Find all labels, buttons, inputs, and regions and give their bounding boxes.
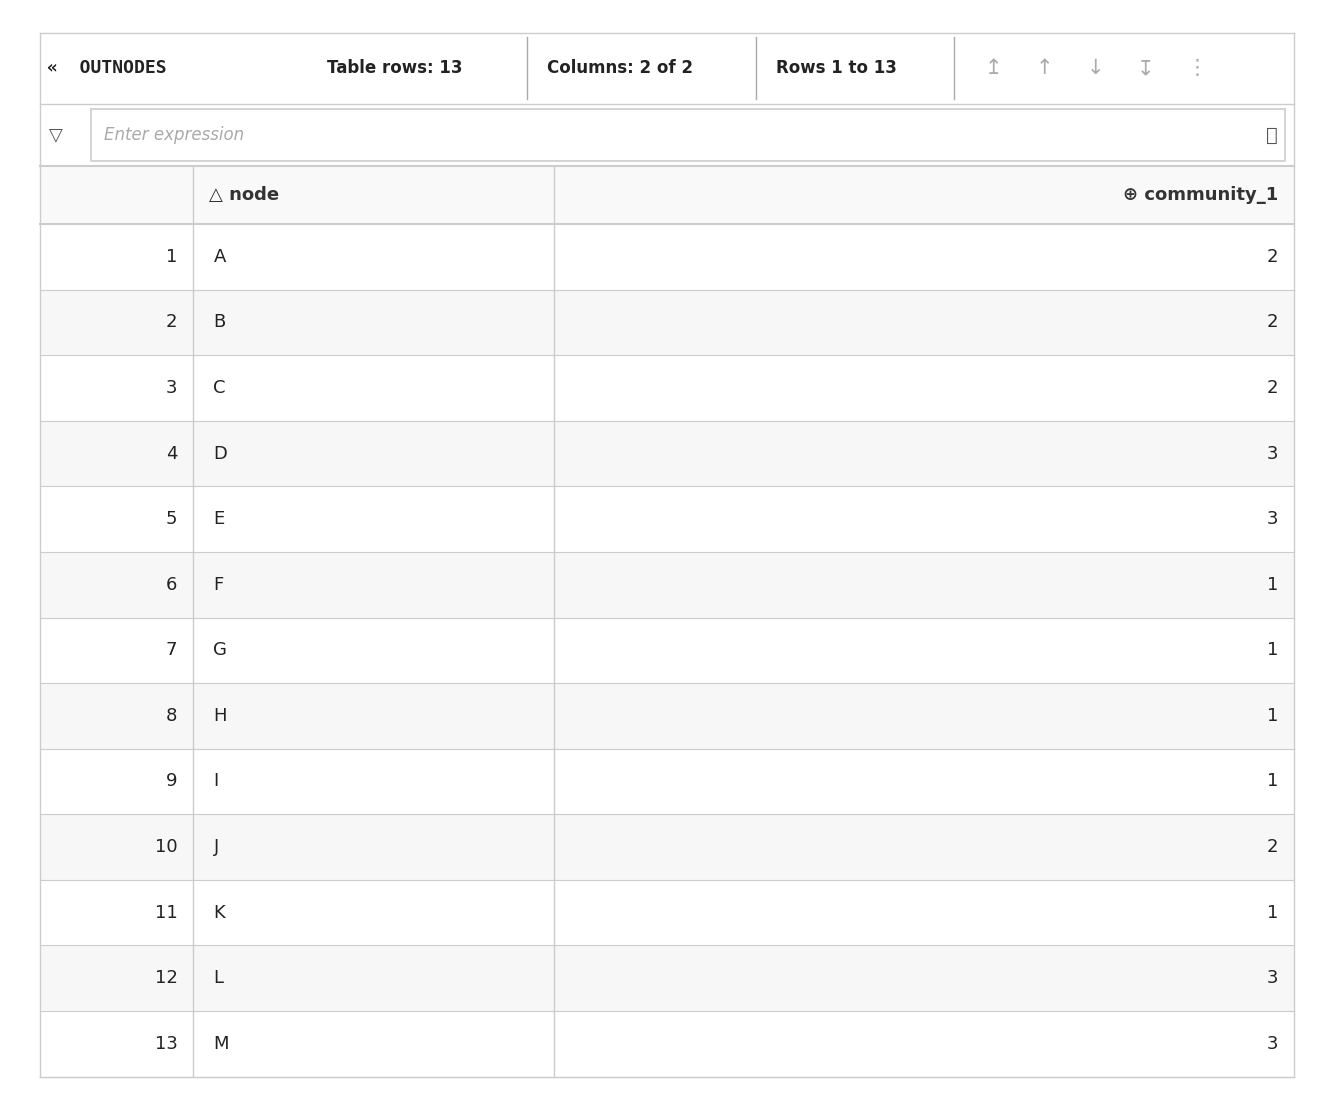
Text: 9: 9 bbox=[165, 773, 177, 790]
FancyBboxPatch shape bbox=[40, 355, 1294, 421]
FancyBboxPatch shape bbox=[40, 749, 1294, 814]
Text: G: G bbox=[213, 642, 227, 659]
Text: ▽: ▽ bbox=[49, 126, 63, 144]
FancyBboxPatch shape bbox=[40, 290, 1294, 355]
FancyBboxPatch shape bbox=[40, 104, 1294, 166]
Text: 3: 3 bbox=[165, 379, 177, 397]
Text: Enter expression: Enter expression bbox=[104, 126, 244, 144]
FancyBboxPatch shape bbox=[40, 1011, 1294, 1077]
Text: ⌕: ⌕ bbox=[1266, 126, 1278, 144]
Text: 4: 4 bbox=[165, 445, 177, 462]
FancyBboxPatch shape bbox=[40, 33, 1294, 104]
Text: 3: 3 bbox=[1266, 510, 1278, 528]
FancyBboxPatch shape bbox=[40, 486, 1294, 552]
Text: ⋮: ⋮ bbox=[1186, 58, 1207, 79]
Text: I: I bbox=[213, 773, 219, 790]
Text: 3: 3 bbox=[1266, 445, 1278, 462]
Text: ↓: ↓ bbox=[1086, 58, 1105, 79]
Text: 5: 5 bbox=[165, 510, 177, 528]
FancyBboxPatch shape bbox=[40, 166, 1294, 224]
Text: Rows 1 to 13: Rows 1 to 13 bbox=[776, 59, 898, 78]
Text: «  OUTNODES: « OUTNODES bbox=[47, 59, 167, 78]
Text: 1: 1 bbox=[165, 248, 177, 266]
Text: 2: 2 bbox=[1266, 379, 1278, 397]
FancyBboxPatch shape bbox=[40, 945, 1294, 1011]
FancyBboxPatch shape bbox=[91, 109, 1285, 161]
Text: M: M bbox=[213, 1035, 229, 1053]
Text: L: L bbox=[213, 969, 223, 987]
FancyBboxPatch shape bbox=[40, 814, 1294, 880]
Text: 7: 7 bbox=[165, 642, 177, 659]
Text: 11: 11 bbox=[155, 904, 177, 921]
Text: 2: 2 bbox=[1266, 314, 1278, 331]
Text: ↧: ↧ bbox=[1137, 58, 1155, 79]
Text: J: J bbox=[213, 838, 219, 856]
Text: 1: 1 bbox=[1266, 707, 1278, 725]
Text: C: C bbox=[213, 379, 225, 397]
Text: 1: 1 bbox=[1266, 904, 1278, 921]
Text: 3: 3 bbox=[1266, 969, 1278, 987]
FancyBboxPatch shape bbox=[40, 552, 1294, 618]
Text: 8: 8 bbox=[165, 707, 177, 725]
Text: E: E bbox=[213, 510, 224, 528]
Text: A: A bbox=[213, 248, 225, 266]
Text: 2: 2 bbox=[1266, 248, 1278, 266]
FancyBboxPatch shape bbox=[40, 880, 1294, 945]
Text: △ node: △ node bbox=[209, 186, 280, 204]
Text: 2: 2 bbox=[165, 314, 177, 331]
Text: 1: 1 bbox=[1266, 642, 1278, 659]
Text: Columns: 2 of 2: Columns: 2 of 2 bbox=[547, 59, 692, 78]
Text: ⊕ community_1: ⊕ community_1 bbox=[1123, 186, 1278, 204]
Text: 6: 6 bbox=[165, 576, 177, 593]
FancyBboxPatch shape bbox=[40, 683, 1294, 749]
Text: 3: 3 bbox=[1266, 1035, 1278, 1053]
Text: 12: 12 bbox=[155, 969, 177, 987]
Text: H: H bbox=[213, 707, 227, 725]
Text: 1: 1 bbox=[1266, 576, 1278, 593]
Text: 10: 10 bbox=[155, 838, 177, 856]
Text: D: D bbox=[213, 445, 227, 462]
FancyBboxPatch shape bbox=[40, 421, 1294, 486]
FancyBboxPatch shape bbox=[40, 618, 1294, 683]
Text: Table rows: 13: Table rows: 13 bbox=[327, 59, 463, 78]
Text: K: K bbox=[213, 904, 225, 921]
Text: 2: 2 bbox=[1266, 838, 1278, 856]
Text: 1: 1 bbox=[1266, 773, 1278, 790]
Text: ↑: ↑ bbox=[1035, 58, 1054, 79]
Text: 13: 13 bbox=[155, 1035, 177, 1053]
Text: B: B bbox=[213, 314, 225, 331]
Text: ↥: ↥ bbox=[984, 58, 1003, 79]
FancyBboxPatch shape bbox=[40, 224, 1294, 290]
Text: F: F bbox=[213, 576, 224, 593]
